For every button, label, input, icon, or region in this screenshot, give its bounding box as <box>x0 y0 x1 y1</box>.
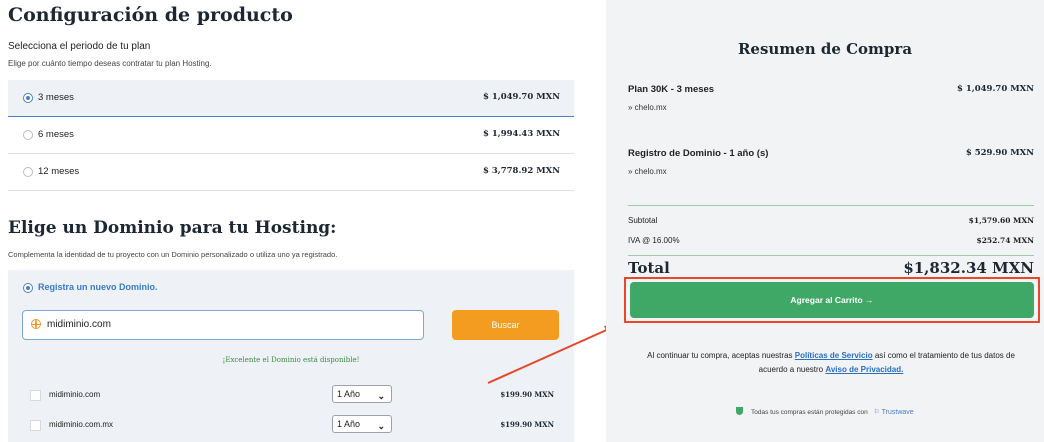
period-select[interactable]: 1 Año ⌄ <box>332 385 392 403</box>
plan-period-list: 3 meses $ 1,049.70 MXN 6 meses $ 1,994.4… <box>8 80 574 191</box>
tax-row: IVA @ 16.00% $252.74 MXN <box>628 236 1034 245</box>
total-label: Total <box>628 259 670 277</box>
domain-result-name: midiminio.com <box>49 390 101 399</box>
period-select[interactable]: 1 Año ⌄ <box>332 415 392 433</box>
domain-checkbox[interactable] <box>30 420 41 431</box>
summary-item-domain: » chelo.mx <box>628 103 667 112</box>
period-description: Elige por cuánto tiempo deseas contratar… <box>8 59 212 68</box>
domain-search-input[interactable]: midiminio.com <box>22 310 424 340</box>
subtotal-value: $1,579.60 MXN <box>968 216 1034 225</box>
security-notice: Todas tus compras están protegidas con ⚐… <box>606 407 1044 416</box>
summary-item: Registro de Dominio - 1 año (s) $ 529.90… <box>628 148 1034 176</box>
summary-item-name: Plan 30K - 3 meses <box>628 84 715 95</box>
radio-selected-icon[interactable] <box>23 283 33 293</box>
tax-label: IVA @ 16.00% <box>628 236 680 245</box>
terms-text: Al continuar tu compra, aceptas nuestras… <box>636 349 1026 377</box>
radio-selected-icon[interactable] <box>23 93 33 103</box>
radio-icon[interactable] <box>23 130 33 140</box>
subtotal-row: Subtotal $1,579.60 MXN <box>628 216 1034 225</box>
summary-item: Plan 30K - 3 meses $ 1,049.70 MXN » chel… <box>628 84 1034 112</box>
summary-title: Resumen de Compra <box>737 40 913 58</box>
domain-search-box: Registra un nuevo Dominio. midiminio.com… <box>8 270 574 442</box>
chevron-down-icon: ⌄ <box>377 421 385 431</box>
chevron-down-icon: ⌄ <box>377 391 385 401</box>
domain-description: Complementa la identidad de tu proyecto … <box>8 250 338 259</box>
terms-prefix: Al continuar tu compra, aceptas nuestras <box>647 351 793 360</box>
globe-icon <box>31 319 41 329</box>
product-config-panel: Configuración de producto Selecciona el … <box>8 4 619 442</box>
domain-result-price: $199.90 MXN <box>500 420 554 429</box>
shield-icon <box>736 407 744 415</box>
terms-middle: así como el tratamiento de tus datos de … <box>758 351 1015 374</box>
domain-search-value: midiminio.com <box>47 319 111 330</box>
trustwave-brand: Trustwave <box>881 409 914 416</box>
register-domain-option[interactable]: Registra un nuevo Dominio. <box>23 282 158 293</box>
purchase-summary-panel: Resumen de Compra Plan 30K - 3 meses $ 1… <box>606 0 1044 442</box>
domain-section-title: Elige un Dominio para tu Hosting: <box>8 218 337 238</box>
period-select-value: 1 Año <box>337 389 361 399</box>
search-button[interactable]: Buscar <box>452 310 559 340</box>
period-select-value: 1 Año <box>337 419 361 429</box>
plan-label: 6 meses <box>38 129 74 140</box>
summary-item-price: $ 529.90 MXN <box>965 148 1034 158</box>
summary-item-price: $ 1,049.70 MXN <box>956 84 1034 94</box>
tax-value: $252.74 MXN <box>976 236 1034 245</box>
divider <box>628 205 1034 206</box>
summary-item-domain: » chelo.mx <box>628 167 667 176</box>
domain-result-row: midiminio.com 1 Año ⌄ $199.90 MXN <box>8 385 574 405</box>
add-to-cart-button[interactable]: Agregar al Carrito → <box>630 282 1034 318</box>
plan-label: 3 meses <box>38 92 74 103</box>
privacy-notice-link[interactable]: Aviso de Privacidad. <box>825 365 904 374</box>
plan-label: 12 meses <box>38 166 80 177</box>
domain-checkbox[interactable] <box>30 390 41 401</box>
period-title: Selecciona el periodo de tu plan <box>8 41 151 52</box>
domain-result-price: $199.90 MXN <box>500 390 554 399</box>
plan-option-6-meses[interactable]: 6 meses $ 1,994.43 MXN <box>8 117 574 154</box>
total-row: Total $1,832.34 MXN <box>628 259 1034 277</box>
plan-price: $ 3,778.92 MXN <box>482 166 560 176</box>
register-domain-label: Registra un nuevo Dominio. <box>38 282 158 292</box>
plan-price: $ 1,049.70 MXN <box>482 92 560 102</box>
page-title: Configuración de producto <box>8 4 293 26</box>
plan-price: $ 1,994.43 MXN <box>482 129 560 139</box>
secure-text: Todas tus compras están protegidas con <box>751 409 868 416</box>
service-policy-link[interactable]: Políticas de Servicio <box>794 351 873 360</box>
plan-option-3-meses[interactable]: 3 meses $ 1,049.70 MXN <box>8 80 574 117</box>
annotation-arrow-icon <box>487 324 619 384</box>
plan-option-12-meses[interactable]: 12 meses $ 3,778.92 MXN <box>8 154 574 191</box>
trustwave-logo: ⚐ Trustwave <box>873 409 914 416</box>
domain-result-row: midiminio.com.mx 1 Año ⌄ $199.90 MXN <box>8 415 574 435</box>
summary-item-name: Registro de Dominio - 1 año (s) <box>628 148 769 159</box>
cart-button-highlight <box>624 277 1040 323</box>
domain-result-name: midiminio.com.mx <box>49 420 114 429</box>
divider <box>628 255 1034 256</box>
availability-message: ¡Excelente el Dominio está disponible! <box>222 356 360 364</box>
radio-icon[interactable] <box>23 167 33 177</box>
total-value: $1,832.34 MXN <box>903 259 1034 277</box>
subtotal-label: Subtotal <box>628 216 658 225</box>
